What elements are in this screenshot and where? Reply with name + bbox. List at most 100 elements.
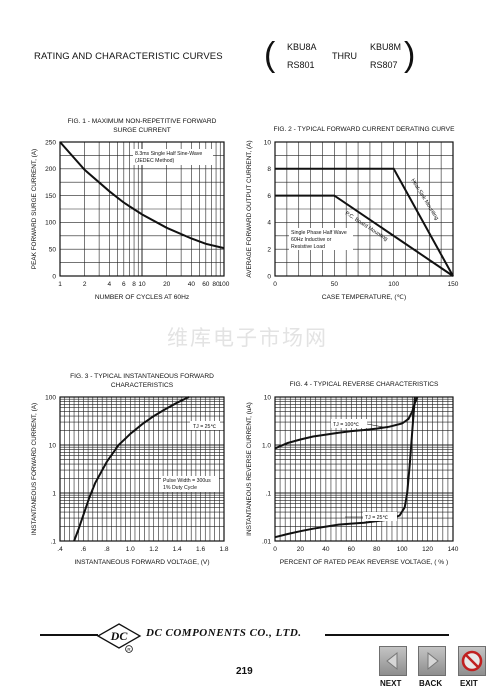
exit-label[interactable]: EXIT	[460, 679, 478, 688]
chart3-x-tick-label: 1.6	[196, 546, 205, 553]
chart1-x-tick-label: 4	[108, 281, 112, 288]
right-paren: )	[404, 36, 416, 74]
part-number-kbu8a: KBU8A	[287, 42, 317, 52]
chart2-x-tick-label: 50	[331, 281, 339, 288]
chart4-series-2-label-background	[363, 512, 397, 521]
chart1-y-tick-label: 50	[49, 247, 57, 254]
chart4-y-tick-label: 1.0	[262, 442, 271, 449]
chart3-y-tick-label: 10	[49, 442, 57, 449]
chart3-frame	[59, 396, 225, 542]
chart4-x-tick-label: 80	[373, 546, 381, 553]
chart4-x-tick-label: 100	[397, 546, 408, 553]
registered-mark: R	[127, 647, 131, 652]
chart4-x-tick-label: 60	[348, 546, 356, 553]
chart3-temp-label: TJ = 25℃	[193, 424, 216, 430]
chart3-y-tick-label: 1	[52, 490, 56, 497]
chart1-x-tick-label: 40	[188, 281, 196, 288]
chart3-temp-background	[190, 421, 220, 430]
chart3-x-tick-label: 1.8	[219, 546, 228, 553]
chart2-y-tick-label: 2	[267, 247, 271, 254]
chart3-x-tick-label: .4	[57, 546, 63, 553]
chart1-note: (JEDEC Method)	[135, 158, 174, 164]
footer-line-right	[325, 634, 449, 636]
next-button[interactable]	[379, 646, 407, 676]
chart2-y-tick-label: 6	[267, 193, 271, 200]
chart2-note: Resistive Load	[291, 244, 325, 250]
chart4-x-axis-label: PERCENT OF RATED PEAK REVERSE VOLTAGE, (…	[280, 559, 448, 566]
chart3-series-1-line	[73, 396, 190, 542]
chart4-x-tick-label: 40	[322, 546, 330, 553]
chart1-frame	[59, 141, 225, 277]
chart3-x-tick-label: .8	[104, 546, 110, 553]
chart3-y-axis-label: INSTANTANEOUS FORWARD CURRENT, (A)	[31, 403, 38, 535]
chart1-x-axis-label: NUMBER OF CYCLES AT 60Hz	[95, 294, 189, 301]
chart2-y-tick-label: 4	[267, 220, 271, 227]
chart1-x-tick-label: 20	[163, 281, 171, 288]
chart2-y-tick-label: 8	[267, 166, 271, 173]
chart2-series-1-line	[275, 167, 454, 277]
chart1-note-background	[133, 149, 213, 165]
chart3-x-axis-label: INSTANTANEOUS FORWARD VOLTAGE, (V)	[74, 559, 209, 566]
part-number-rs807: RS807	[370, 60, 398, 70]
chart1-x-tick-label: 1	[58, 281, 62, 288]
footer-line-left	[40, 634, 98, 636]
chart2-y-tick-label: 0	[267, 273, 271, 280]
exit-no-entry-icon	[461, 650, 483, 672]
chart2-x-tick-label: 150	[448, 281, 459, 288]
chart1-y-tick-label: 200	[45, 166, 56, 173]
chart2-title: FIG. 2 - TYPICAL FORWARD CURRENT DERATIN…	[274, 126, 456, 133]
chart4-series-1-line	[274, 396, 419, 450]
chart1-title: FIG. 1 - MAXIMUM NON-REPETITIVE FORWARD	[68, 118, 217, 125]
chart4-x-tick-label: 20	[297, 546, 305, 553]
chart4-x-tick-label: 0	[273, 546, 277, 553]
company-logo: DC R	[96, 623, 142, 653]
chart3-y-tick-label: 100	[45, 394, 56, 401]
chart1-x-tick-label: 100	[219, 281, 230, 288]
next-label[interactable]: NEXT	[380, 679, 402, 688]
chart1-y-tick-label: 150	[45, 193, 56, 200]
chart3-x-tick-label: 1.0	[126, 546, 135, 553]
chart4-frame	[274, 396, 454, 542]
company-name: DC COMPONENTS CO., LTD.	[146, 627, 302, 639]
back-button[interactable]	[418, 646, 446, 676]
chart1-y-axis-label: PEAK FORWARD SURGE CURRENT, (A)	[31, 149, 38, 269]
page-number: 219	[236, 666, 253, 677]
chart3-x-tick-label: 1.2	[149, 546, 158, 553]
chart3-note-background	[161, 476, 219, 492]
chart3-x-tick-label: 1.4	[173, 546, 182, 553]
chart2-x-tick-label: 0	[273, 281, 277, 288]
chart3-y-tick-label: .1	[51, 538, 57, 545]
chart4-series-1-label-background	[331, 419, 367, 428]
thru-label: THRU	[332, 51, 357, 61]
chart1-y-tick-label: 250	[45, 139, 56, 146]
chart2-series-2-line	[275, 194, 454, 277]
chart2-x-tick-label: 100	[388, 281, 399, 288]
left-paren: (	[264, 36, 276, 74]
chart4-x-tick-label: 120	[422, 546, 433, 553]
back-label[interactable]: BACK	[419, 679, 443, 688]
exit-button[interactable]	[458, 646, 486, 676]
back-triangle-icon	[427, 651, 439, 671]
watermark: 维库电子市场网	[167, 326, 328, 350]
chart1-x-tick-label: 6	[122, 281, 126, 288]
chart4-series-1-leader	[366, 423, 389, 429]
chart4-series-1-label: TJ = 100℃	[333, 422, 359, 428]
page-title: RATING AND CHARACTERISTIC CURVES	[34, 51, 223, 62]
chart4-y-axis-label: INSTANTANEOUS REVERSE CURRENT, (uA)	[246, 402, 253, 536]
chart1-y-tick-label: 100	[45, 220, 56, 227]
part-number-rs801: RS801	[287, 60, 315, 70]
chart2-frame	[274, 141, 454, 277]
chart2-x-axis-label: CASE TEMPERATURE, (℃)	[322, 294, 406, 301]
chart1-x-tick-label: 2	[83, 281, 87, 288]
chart4-y-tick-label: 10	[264, 394, 272, 401]
chart1-y-tick-label: 0	[52, 273, 56, 280]
chart2-note: 60Hz Inductive or	[291, 237, 332, 243]
chart1-title-line2: SURGE CURRENT	[113, 127, 171, 134]
chart4-series-2-label: TJ = 25℃	[365, 515, 388, 521]
part-number-kbu8m: KBU8M	[370, 42, 402, 52]
chart4-y-tick-label: .1	[266, 490, 272, 497]
logo-text: DC	[110, 629, 129, 643]
chart1-note: 8.3ms Single Half Sine-Wave	[135, 151, 202, 157]
chart2-y-tick-label: 10	[264, 139, 272, 146]
